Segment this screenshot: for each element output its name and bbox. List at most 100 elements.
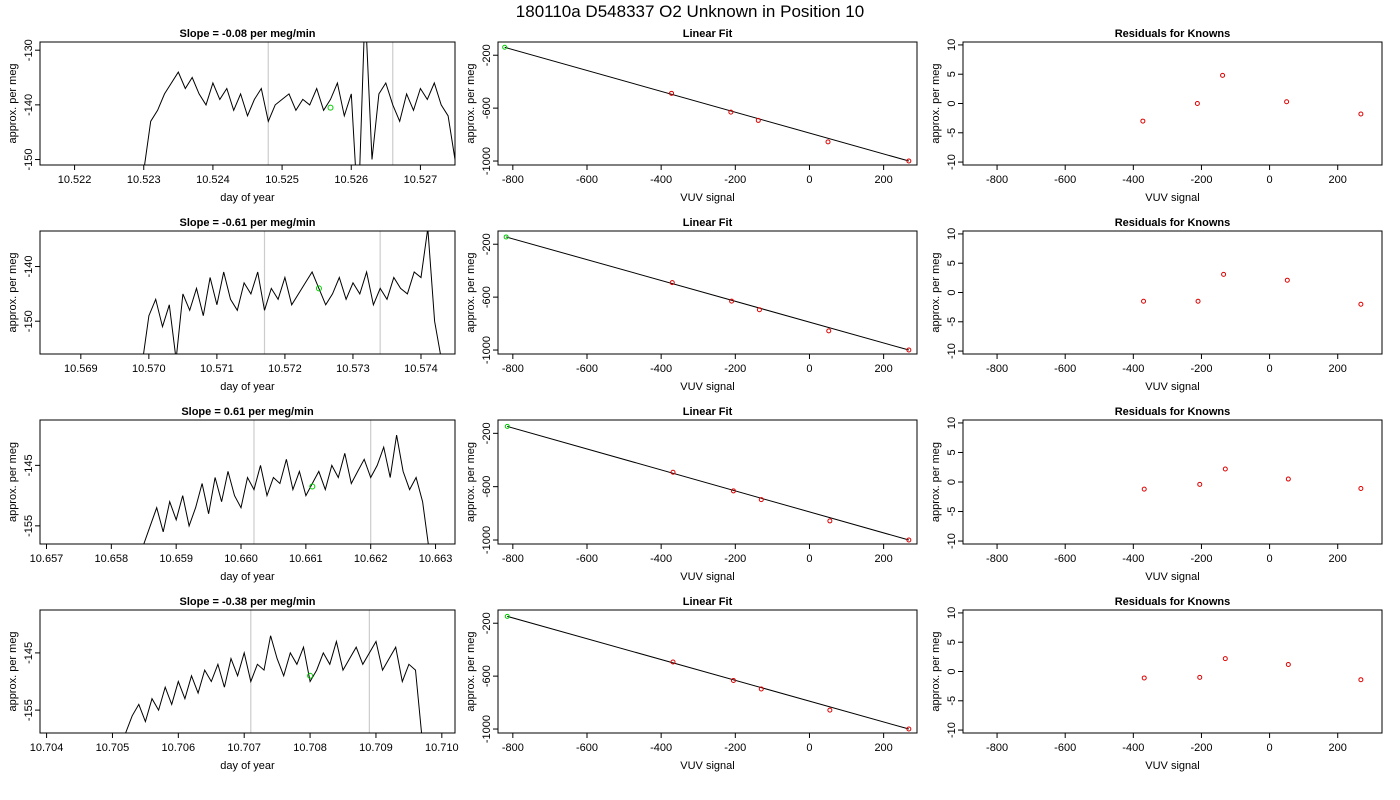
known-point [670,659,676,665]
y-axis-label: approx. per meg [465,252,477,332]
x-tick-label: 0 [1267,363,1273,375]
y-tick-label: -1000 [481,715,493,743]
plot-area [1141,466,1364,492]
panel-title: Slope = -0.61 per meg/min [179,217,315,229]
x-tick-label: 10.662 [354,553,388,565]
plot-frame [962,609,1383,734]
y-axis-label: approx. per meg [930,63,942,143]
residual-point [1358,111,1364,117]
plot-area [143,420,429,544]
x-tick-label: 0 [1267,174,1273,186]
x-tick-label: 10.524 [196,174,230,186]
x-tick-label: 10.706 [162,742,196,754]
x-tick-label: -800 [502,174,524,186]
fit-line [507,425,909,541]
y-tick-label: 5 [946,260,958,266]
panel-r2-fit: Linear Fit -800 -600 -400 -200 0 200 VUV signal… [465,217,918,393]
plot-area [1141,271,1364,307]
plot-area [125,610,423,733]
x-tick-label: -600 [1054,174,1076,186]
x-tick-label: -600 [576,363,598,375]
plot-area [144,42,455,165]
residual-point [1195,298,1201,304]
plot-area [143,231,441,354]
x-tick-label: -200 [1190,553,1212,565]
y-axis-label: approx. per meg [7,252,19,332]
plot-frame [497,41,918,166]
panel-title: Residuals for Knowns [1115,406,1231,418]
x-tick-label: 200 [874,553,892,565]
known-point [758,686,764,692]
residual-point [1358,677,1364,683]
known-point [827,518,833,524]
y-tick-label: 10 [946,417,958,429]
x-tick-label: 0 [1267,553,1273,565]
y-tick-label: -140 [23,256,35,278]
y-axis-label: approx. per meg [930,252,942,332]
x-tick-label: -200 [1190,363,1212,375]
panel-r3-fit: Linear Fit -800 -600 -400 -200 0 200 VUV signal… [465,406,918,583]
x-tick-label: -400 [650,553,672,565]
x-tick-label: 10.708 [293,742,327,754]
panel-r4-fit: Linear Fit -800 -600 -400 -200 0 200 VUV signal… [465,596,918,772]
x-tick-label: 10.522 [58,174,92,186]
unknown-marker-point [315,285,322,292]
x-tick-label: 10.659 [159,553,193,565]
x-tick-label: -600 [576,174,598,186]
y-tick-label: 10 [946,228,958,240]
y-tick-label: -150 [23,310,35,332]
x-tick-label: -400 [1122,553,1144,565]
y-tick-label: -10 [946,154,958,170]
y-axis-label: approx. per meg [7,631,19,711]
panel-title: Residuals for Knowns [1115,28,1231,40]
residual-point [1285,476,1291,482]
x-tick-label: 200 [874,174,892,186]
y-tick-label: -10 [946,343,958,359]
known-point [906,347,912,353]
residual-point [1141,675,1147,681]
panel-r1-timeseries: Slope = -0.08 per meg/min 10.522 10.523 10.… [7,28,456,204]
plot-frame [39,41,456,166]
known-point [758,497,764,503]
y-tick-label: -145 [23,454,35,476]
x-axis-label: VUV signal [1145,192,1199,204]
y-axis-label: approx. per meg [465,631,477,711]
plot-area [504,613,912,732]
plot-area [503,234,912,353]
x-tick-label: 10.704 [30,742,64,754]
x-tick-label: -800 [986,363,1008,375]
panel-title: Slope = -0.08 per meg/min [179,28,315,40]
y-tick-label: 0 [946,289,958,295]
y-axis-label: approx. per meg [7,63,19,143]
panel-r4-residuals: Residuals for Knowns -800 -600 -400 -200 0 200… [930,596,1383,772]
unknown-marker-point [309,483,316,490]
panel-r3-residuals: Residuals for Knowns -800 -600 -400 -200 0 200… [930,406,1383,583]
residual-point [1197,481,1203,487]
x-tick-label: -800 [986,174,1008,186]
x-tick-label: 0 [806,174,812,186]
unknown-marker-point [327,104,334,111]
residual-point [1141,298,1147,304]
y-tick-label: -145 [23,642,35,664]
unknown-point [504,613,510,619]
x-tick-label: 0 [806,553,812,565]
x-tick-label: -800 [986,742,1008,754]
x-tick-label: -800 [502,553,524,565]
y-tick-label: -5 [946,696,958,706]
x-tick-label: 10.572 [268,363,302,375]
known-point [906,537,912,543]
y-tick-label: -10 [946,722,958,738]
residual-point [1197,674,1203,680]
x-tick-label: -600 [1054,363,1076,375]
x-axis-label: VUV signal [680,571,734,583]
known-point [669,280,675,286]
y-tick-label: -10 [946,533,958,549]
y-axis-label: approx. per meg [930,631,942,711]
plot-area [502,44,912,164]
y-tick-label: 0 [946,668,958,674]
x-tick-label: 10.709 [359,742,393,754]
x-axis-label: VUV signal [1145,571,1199,583]
x-tick-label: 200 [1329,742,1347,754]
known-point [670,469,676,475]
unknown-point [504,423,510,429]
